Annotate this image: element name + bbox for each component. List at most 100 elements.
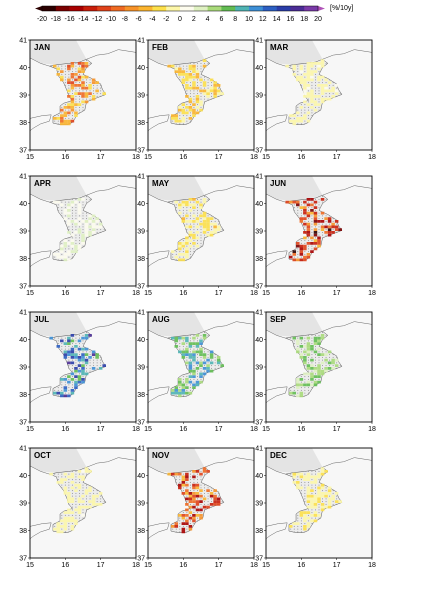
grid-point — [71, 495, 73, 497]
longitude-tick-label: 18 — [250, 426, 258, 433]
grid-point — [75, 517, 77, 519]
grid-point — [175, 531, 177, 533]
trend-cell — [84, 64, 89, 68]
grid-point — [193, 503, 195, 505]
trend-cell — [67, 220, 71, 223]
grid-point — [68, 87, 70, 89]
trend-cell — [320, 361, 325, 365]
grid-point — [75, 337, 77, 339]
colorbar-tick-label: 12 — [259, 16, 267, 23]
grid-point — [311, 517, 313, 519]
grid-point — [314, 90, 316, 92]
trend-cell — [81, 500, 85, 503]
trend-cell — [195, 200, 200, 204]
trend-cell — [84, 222, 89, 226]
grid-point — [175, 528, 177, 530]
grid-point — [78, 479, 80, 481]
trend-cell — [199, 100, 203, 104]
grid-point — [68, 117, 70, 119]
grid-point — [68, 240, 70, 242]
grid-point — [196, 229, 198, 231]
grid-point — [314, 359, 316, 361]
grid-point — [82, 334, 84, 336]
longitude-tick-label: 18 — [368, 290, 376, 297]
longitude-tick-label: 15 — [144, 426, 152, 433]
trend-cell — [81, 220, 85, 223]
trend-cell — [206, 222, 210, 226]
grid-point — [189, 470, 191, 472]
grid-point — [196, 215, 198, 217]
trend-cell — [199, 203, 203, 207]
trend-grid-cells — [167, 59, 224, 125]
grid-point — [75, 68, 77, 70]
coastline — [148, 329, 168, 339]
trend-cell — [313, 233, 318, 237]
trend-cell — [63, 378, 68, 381]
trend-cell — [178, 203, 182, 207]
trend-cell — [317, 369, 321, 373]
trend-cell — [88, 220, 92, 223]
colorbar-swatch — [111, 6, 126, 11]
trend-cell — [60, 378, 64, 381]
trend-cell — [188, 86, 193, 90]
trend-cell — [296, 483, 300, 487]
trend-cell — [84, 361, 89, 365]
trend-cell — [306, 211, 311, 215]
trend-cell — [299, 81, 304, 84]
grid-point — [179, 201, 181, 203]
grid-point — [311, 245, 313, 247]
grid-point — [179, 76, 181, 78]
trend-cell — [199, 339, 203, 343]
grid-point — [75, 65, 77, 67]
trend-cell — [63, 350, 68, 354]
grid-point — [325, 93, 327, 95]
grid-point — [68, 484, 70, 486]
grid-point — [318, 101, 320, 103]
trend-cell — [209, 86, 214, 90]
grid-point — [96, 95, 98, 97]
grid-point — [75, 334, 77, 336]
trend-cell — [195, 342, 200, 345]
grid-point — [71, 79, 73, 81]
trend-cell — [292, 200, 297, 204]
trend-cell — [310, 209, 314, 212]
grid-point — [293, 207, 295, 209]
trend-cell — [192, 64, 196, 68]
grid-point — [204, 473, 206, 475]
trend-cell — [202, 225, 207, 229]
grid-point — [311, 340, 313, 342]
trend-cell — [56, 117, 61, 120]
trend-cell — [306, 103, 311, 106]
trend-cell — [67, 353, 71, 356]
trend-cell — [306, 472, 311, 476]
trend-cell — [84, 358, 89, 362]
grid-point — [311, 220, 313, 222]
grid-point — [304, 68, 306, 70]
grid-point — [304, 490, 306, 492]
trend-cell — [63, 394, 68, 398]
trend-cell — [181, 383, 186, 387]
grid-point — [96, 501, 98, 503]
longitude-tick-label: 15 — [262, 154, 270, 161]
grid-point — [293, 387, 295, 389]
grid-point — [186, 212, 188, 214]
trend-cell — [60, 525, 64, 528]
trend-cell — [310, 519, 314, 523]
trend-cell — [299, 356, 304, 359]
trend-cell — [320, 470, 325, 473]
trend-cell — [195, 334, 200, 337]
grid-point — [314, 245, 316, 247]
trend-cell — [174, 525, 179, 528]
trend-cell — [70, 203, 75, 207]
trend-cell — [185, 95, 189, 98]
trend-cell — [310, 500, 314, 503]
trend-cell — [74, 222, 78, 226]
trend-cell — [67, 106, 71, 109]
grid-point — [186, 531, 188, 533]
grid-point — [75, 229, 77, 231]
grid-point — [211, 82, 213, 84]
trend-cell — [60, 122, 64, 126]
longitude-tick-label: 15 — [262, 562, 270, 569]
grid-point — [200, 87, 202, 89]
trend-cell — [67, 511, 71, 514]
